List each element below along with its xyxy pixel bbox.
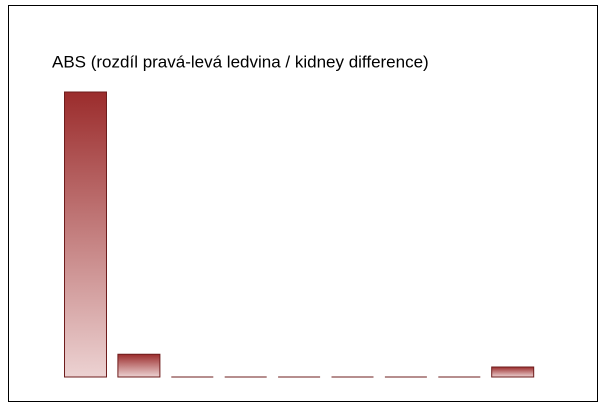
bar	[117, 353, 161, 378]
bar	[64, 91, 107, 378]
bar	[491, 366, 535, 378]
chart-title: ABS (rozdíl pravá-levá ledvina / kidney …	[52, 52, 429, 71]
